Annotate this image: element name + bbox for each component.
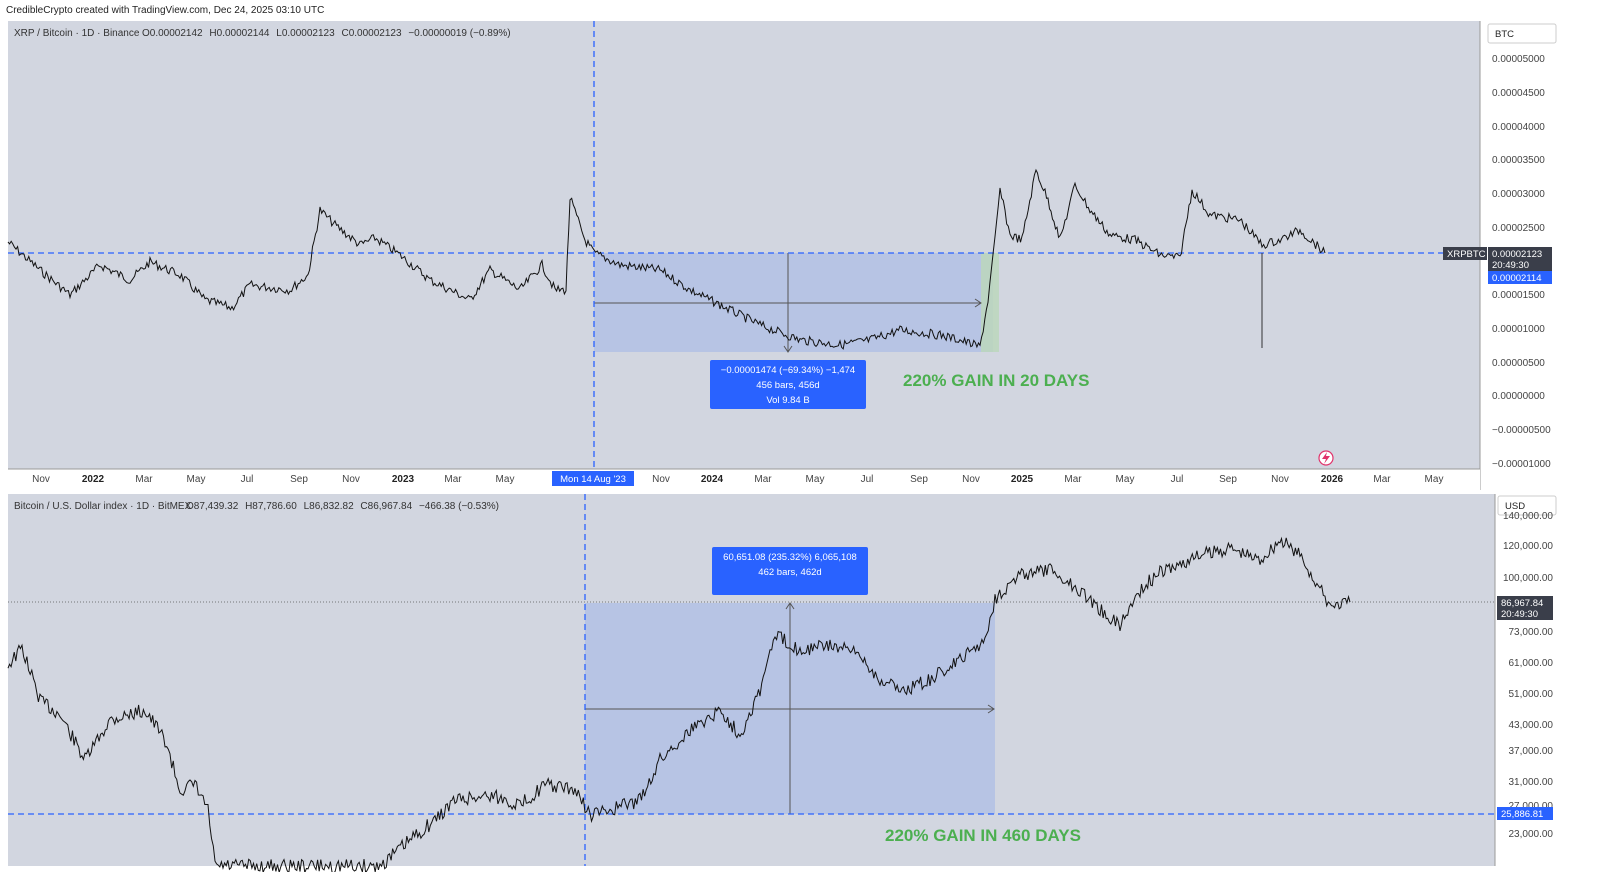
time-tick-label: Nov (1271, 474, 1289, 485)
time-tick-label: Mar (1373, 474, 1391, 485)
time-tick-label: Mar (754, 474, 772, 485)
bottom-y-tick-label: 51,000.00 (1509, 689, 1554, 700)
time-tick-label: May (1116, 474, 1135, 485)
top-countdown: 20:49:30 (1492, 260, 1529, 271)
bottom-y-tick-label: 23,000.00 (1509, 829, 1554, 840)
bottom-gain-annotation: 220% GAIN IN 460 DAYS (885, 826, 1081, 845)
bottom-y-tick-label: 43,000.00 (1509, 720, 1554, 731)
top-y-tick-label: 0.00001000 (1492, 324, 1545, 335)
top-measure-box (710, 360, 866, 409)
time-axis-ticks: Nov 2022 Mar May Jul Sep Nov 2023 Mar May Nov 2024 M… (32, 474, 1443, 485)
top-measure-arrowhead (974, 298, 982, 308)
top-symbol-title: XRP / Bitcoin · 1D · Binance (14, 28, 140, 39)
top-y-tick-label: 0.00000500 (1492, 358, 1545, 369)
bottom-measure-box (712, 547, 868, 595)
bottom-y-tick-label: 73,000.00 (1509, 627, 1554, 638)
top-gain-highlight (981, 253, 999, 352)
bottom-y-axis-ticks: 140,000.00 120,000.00 100,000.00 73,000.00 6… (1503, 511, 1553, 840)
time-tick-label: Nov (32, 474, 50, 485)
top-y-tick-label: 0.00000000 (1492, 391, 1545, 402)
bottom-y-tick-label: 61,000.00 (1509, 658, 1554, 669)
top-y-tick-label: 0.00003000 (1492, 189, 1545, 200)
bottom-symbol-title: Bitcoin / U.S. Dollar index · 1D · BitME… (14, 501, 192, 512)
top-y-tick-label: −0.00001000 (1492, 459, 1551, 470)
top-measure-line-3: Vol 9.84 B (766, 395, 809, 406)
time-axis-background[interactable] (8, 469, 1480, 490)
bottom-y-tick-label: 140,000.00 (1503, 511, 1553, 522)
top-prev-price-badge (1488, 271, 1552, 284)
time-tick-label: Mar (135, 474, 153, 485)
bottom-measure-arrowhead (987, 704, 995, 714)
top-y-tick-label: 0.00001500 (1492, 290, 1545, 301)
top-y-axis-ticks: 0.00005000 0.00004500 0.00004000 0.00003500… (1492, 54, 1551, 470)
top-currency-button[interactable] (1487, 23, 1557, 44)
top-measure-down-arrow (783, 345, 793, 353)
btcusd-price-line[interactable] (7, 536, 1351, 872)
chart-credit: CredibleCrypto created with TradingView.… (6, 5, 325, 16)
time-tick-label: Jul (861, 474, 874, 485)
time-tick-label: Sep (910, 474, 928, 485)
ticker-label: XRPBTC (1447, 249, 1486, 260)
time-tick-label: Mar (1064, 474, 1082, 485)
top-prev-price: 0.00002114 (1492, 273, 1542, 284)
top-last-price: 0.00002123 (1492, 249, 1542, 260)
bottom-countdown: 20:49:30 (1501, 609, 1538, 620)
bottom-currency-button[interactable] (1497, 495, 1557, 516)
bottom-last-price: 86,967.84 (1501, 598, 1543, 609)
time-tick-label: Jul (1171, 474, 1184, 485)
top-y-tick-label: 0.00004000 (1492, 122, 1545, 133)
time-tick-label: Nov (962, 474, 980, 485)
top-y-tick-label: 0.00002500 (1492, 223, 1545, 234)
ticker-badge (1443, 247, 1487, 260)
top-currency-label: BTC (1495, 29, 1514, 40)
top-y-tick-label: 0.00003500 (1492, 155, 1545, 166)
time-tick-label: 2026 (1321, 474, 1344, 485)
bottom-measure-line-2: 462 bars, 462d (758, 567, 821, 578)
top-last-price-badge (1488, 247, 1552, 271)
bottom-y-tick-label: 27,000.00 (1509, 801, 1554, 812)
crosshair-date-badge (552, 471, 634, 486)
top-y-tick-label: −0.00000500 (1492, 425, 1551, 436)
bottom-y-tick-label: 120,000.00 (1503, 541, 1553, 552)
crosshair-date: Mon 14 Aug '23 (560, 474, 626, 485)
time-tick-label: 2022 (82, 474, 105, 485)
bottom-measure-up-arrow (785, 602, 795, 610)
top-gain-annotation: 220% GAIN IN 20 DAYS (903, 371, 1089, 390)
time-tick-label: Sep (1219, 474, 1237, 485)
top-y-tick-label: 0.00005000 (1492, 54, 1545, 65)
time-tick-label: May (496, 474, 515, 485)
top-ohlc-readout: O0.00002142 H0.00002144 L0.00002123 C0.0… (142, 28, 511, 39)
time-tick-label: May (806, 474, 825, 485)
bottom-y-tick-label: 37,000.00 (1509, 746, 1554, 757)
time-tick-label: May (1425, 474, 1444, 485)
time-tick-label: Nov (652, 474, 670, 485)
time-tick-label: 2024 (701, 474, 724, 485)
time-tick-label: 2023 (392, 474, 415, 485)
bottom-measure-line-1: 60,651.08 (235.32%) 6,065,108 (723, 552, 857, 563)
bottom-ohlc-readout: O87,439.32 H87,786.60 L86,832.82 C86,967… (186, 501, 499, 512)
top-pane[interactable]: XRP / Bitcoin · 1D · Binance O0.00002142… (7, 21, 1566, 490)
time-tick-label: Mar (444, 474, 462, 485)
top-measure-line-2: 456 bars, 456d (756, 380, 819, 391)
time-tick-label: Sep (290, 474, 308, 485)
xrpbtc-price-line[interactable] (7, 168, 1326, 350)
bottom-price-scale[interactable] (1495, 494, 1566, 866)
bottom-currency-label: USD (1505, 501, 1525, 512)
bottom-level-price-badge (1497, 807, 1553, 820)
top-y-tick-label: 0.00004500 (1492, 88, 1545, 99)
bottom-pane[interactable]: Bitcoin / U.S. Dollar index · 1D · BitME… (7, 494, 1566, 872)
bottom-y-tick-label: 31,000.00 (1509, 777, 1554, 788)
bottom-level-price: 25,886.81 (1501, 809, 1543, 820)
bottom-last-price-badge (1497, 596, 1553, 620)
top-measure-line-1: −0.00001474 (−69.34%) −1,474 (721, 365, 855, 376)
time-tick-label: 2025 (1011, 474, 1034, 485)
bottom-y-tick-label: 100,000.00 (1503, 573, 1553, 584)
lightning-icon[interactable] (1318, 450, 1334, 466)
time-tick-label: Jul (241, 474, 254, 485)
time-tick-label: Nov (342, 474, 360, 485)
time-tick-label: May (187, 474, 206, 485)
